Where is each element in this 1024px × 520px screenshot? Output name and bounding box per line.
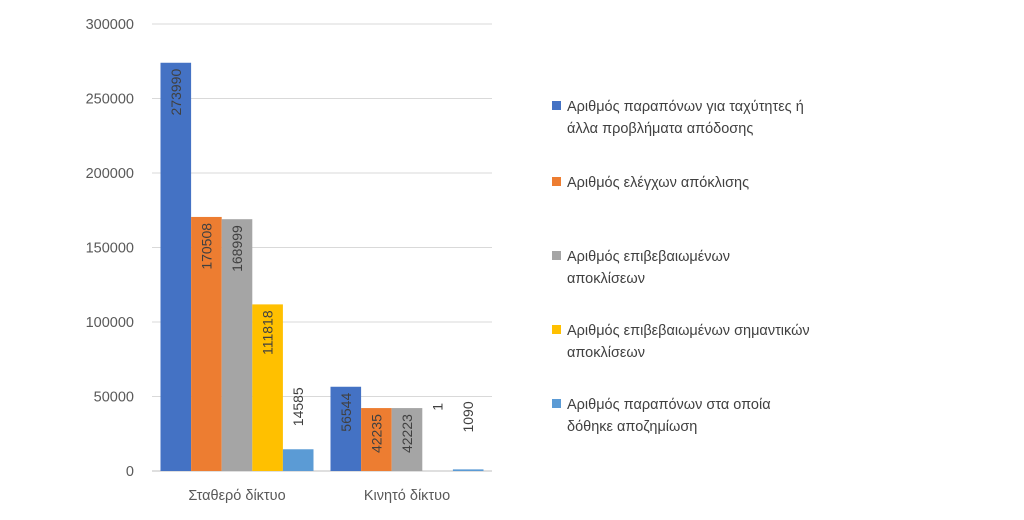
legend-swatch bbox=[552, 177, 561, 186]
bar bbox=[361, 408, 392, 471]
data-label: 42223 bbox=[399, 414, 415, 453]
data-label: 42235 bbox=[368, 414, 384, 453]
legend-item: Αριθμός ελέγχων απόκλισης bbox=[552, 172, 749, 194]
y-tick-label: 300000 bbox=[86, 17, 134, 33]
legend-swatch bbox=[552, 399, 561, 408]
data-label: 170508 bbox=[198, 223, 214, 270]
y-tick-label: 200000 bbox=[86, 166, 134, 182]
bar bbox=[191, 216, 222, 471]
legend-swatch bbox=[552, 325, 561, 334]
bar bbox=[452, 469, 484, 471]
legend-item: Αριθμός επιβεβαιωμένων σημαντικών αποκλί… bbox=[552, 320, 812, 364]
legend-label: Αριθμός ελέγχων απόκλισης bbox=[567, 175, 750, 191]
legend-label: Αριθμός επιβεβαιωμένων αποκλίσεων bbox=[567, 249, 731, 287]
bar bbox=[160, 62, 192, 471]
legend-swatch bbox=[552, 101, 561, 110]
data-label: 1090 bbox=[460, 401, 476, 432]
legend-item: Αριθμός παραπόνων στα οποία δόθηκε αποζη… bbox=[552, 394, 812, 438]
legend-item: Αριθμός παραπόνων για ταχύτητες ή άλλα π… bbox=[552, 96, 812, 140]
y-tick-label: 250000 bbox=[86, 92, 134, 108]
legend-label: Αριθμός επιβεβαιωμένων σημαντικών αποκλί… bbox=[567, 323, 810, 361]
legend-label: Αριθμός παραπόνων στα οποία δόθηκε αποζη… bbox=[567, 397, 771, 435]
bar bbox=[252, 304, 283, 471]
legend-label: Αριθμός παραπόνων για ταχύτητες ή άλλα π… bbox=[567, 99, 804, 137]
legend-swatch bbox=[552, 251, 561, 260]
data-label: 168999 bbox=[229, 225, 245, 272]
bar bbox=[221, 219, 253, 471]
bar bbox=[282, 449, 314, 471]
y-tick-label: 100000 bbox=[86, 315, 134, 331]
data-label: 1 bbox=[430, 403, 446, 411]
legend-item: Αριθμός επιβεβαιωμένων αποκλίσεων bbox=[552, 246, 812, 290]
x-category-label: Σταθερό δίκτυο bbox=[188, 488, 285, 504]
data-label: 14585 bbox=[290, 387, 306, 426]
y-tick-label: 0 bbox=[126, 464, 134, 480]
bar bbox=[391, 408, 423, 471]
data-label: 56544 bbox=[338, 393, 354, 432]
data-label: 111818 bbox=[260, 310, 276, 355]
y-tick-label: 150000 bbox=[86, 241, 134, 257]
data-label: 273990 bbox=[168, 69, 184, 116]
x-category-label: Κινητό δίκτυο bbox=[364, 488, 450, 504]
bar bbox=[330, 386, 362, 471]
y-tick-label: 50000 bbox=[94, 390, 134, 406]
